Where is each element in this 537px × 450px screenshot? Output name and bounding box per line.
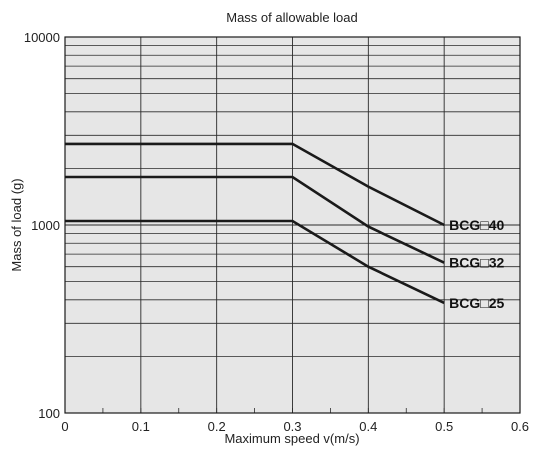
series-labels: BCG□40 BCG□32 BCG□25	[449, 217, 504, 311]
x-tick-label: 0.6	[511, 419, 529, 434]
series-lines	[65, 142, 445, 305]
x-axis-label: Maximum speed v(m/s)	[224, 431, 359, 446]
x-tick-label: 0.5	[435, 419, 453, 434]
y-axis-label: Mass of load (g)	[9, 178, 24, 271]
x-tick-label: 0.1	[132, 419, 150, 434]
series-label-3: BCG□25	[449, 295, 504, 311]
series-line-1	[65, 142, 445, 227]
series-label-1: BCG□40	[449, 217, 504, 233]
plot-frame	[64, 36, 521, 414]
x-tick-label: 0.3	[283, 419, 301, 434]
y-tick-label: 100	[38, 406, 60, 421]
y-tick-label: 1000	[31, 218, 60, 233]
chart-title: Mass of allowable load	[226, 10, 358, 25]
x-tick-labels: 0 0.1 0.2 0.3 0.4 0.5 0.6	[61, 419, 529, 434]
series-line-3	[65, 219, 445, 305]
x-tick-label: 0.2	[208, 419, 226, 434]
x-tick-label: 0.4	[359, 419, 377, 434]
series-line-2	[65, 175, 445, 264]
series-label-2: BCG□32	[449, 255, 504, 271]
y-tick-label: 10000	[24, 30, 60, 45]
x-tick-label: 0	[61, 419, 68, 434]
y-tick-labels: 100 1000 10000	[24, 30, 60, 421]
